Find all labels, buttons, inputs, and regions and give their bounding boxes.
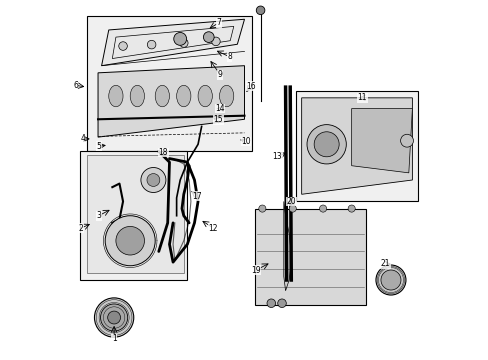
Circle shape (101, 304, 127, 331)
Text: 16: 16 (245, 82, 255, 91)
Circle shape (258, 205, 265, 212)
Text: 11: 11 (357, 93, 366, 102)
Circle shape (94, 298, 134, 337)
Text: 14: 14 (215, 104, 224, 113)
Text: 13: 13 (272, 152, 282, 161)
Circle shape (256, 6, 264, 15)
Text: 20: 20 (286, 197, 296, 206)
Text: 7: 7 (216, 18, 221, 27)
Circle shape (319, 205, 326, 212)
Ellipse shape (155, 85, 169, 107)
Ellipse shape (176, 85, 190, 107)
Circle shape (141, 167, 165, 193)
Text: 21: 21 (380, 260, 389, 269)
Text: 15: 15 (213, 116, 223, 125)
Circle shape (266, 299, 275, 307)
Polygon shape (98, 66, 244, 137)
Circle shape (380, 270, 400, 290)
Text: 17: 17 (192, 192, 202, 201)
Text: 19: 19 (251, 266, 261, 275)
Text: 12: 12 (208, 224, 218, 233)
Circle shape (116, 226, 144, 255)
Text: 10: 10 (241, 137, 250, 146)
Circle shape (179, 39, 188, 47)
Circle shape (119, 42, 127, 50)
Circle shape (173, 32, 186, 45)
Ellipse shape (219, 85, 233, 107)
Text: 6: 6 (73, 81, 78, 90)
Circle shape (288, 205, 296, 212)
Circle shape (105, 216, 155, 266)
Polygon shape (87, 155, 183, 273)
Circle shape (107, 311, 121, 324)
Ellipse shape (198, 85, 212, 107)
Polygon shape (283, 202, 290, 291)
Bar (87, 16, 251, 152)
Circle shape (306, 125, 346, 164)
Polygon shape (102, 19, 244, 66)
Circle shape (347, 205, 354, 212)
Text: 2: 2 (79, 224, 83, 233)
Ellipse shape (108, 85, 123, 107)
Circle shape (400, 134, 413, 147)
Text: 3: 3 (96, 211, 101, 220)
Bar (80, 152, 187, 280)
Text: 18: 18 (158, 148, 168, 157)
Text: 9: 9 (217, 70, 222, 79)
Circle shape (203, 32, 214, 42)
Circle shape (277, 299, 285, 307)
Polygon shape (301, 98, 411, 194)
Circle shape (375, 265, 405, 295)
Text: 4: 4 (80, 134, 85, 143)
Bar (296, 91, 417, 202)
Circle shape (147, 174, 160, 186)
Circle shape (211, 37, 220, 46)
Polygon shape (351, 109, 411, 173)
Text: 8: 8 (226, 52, 231, 61)
Circle shape (147, 40, 156, 49)
Circle shape (313, 132, 339, 157)
Polygon shape (255, 208, 365, 305)
Ellipse shape (130, 85, 144, 107)
Text: 5: 5 (96, 141, 101, 150)
Text: 1: 1 (112, 334, 116, 343)
